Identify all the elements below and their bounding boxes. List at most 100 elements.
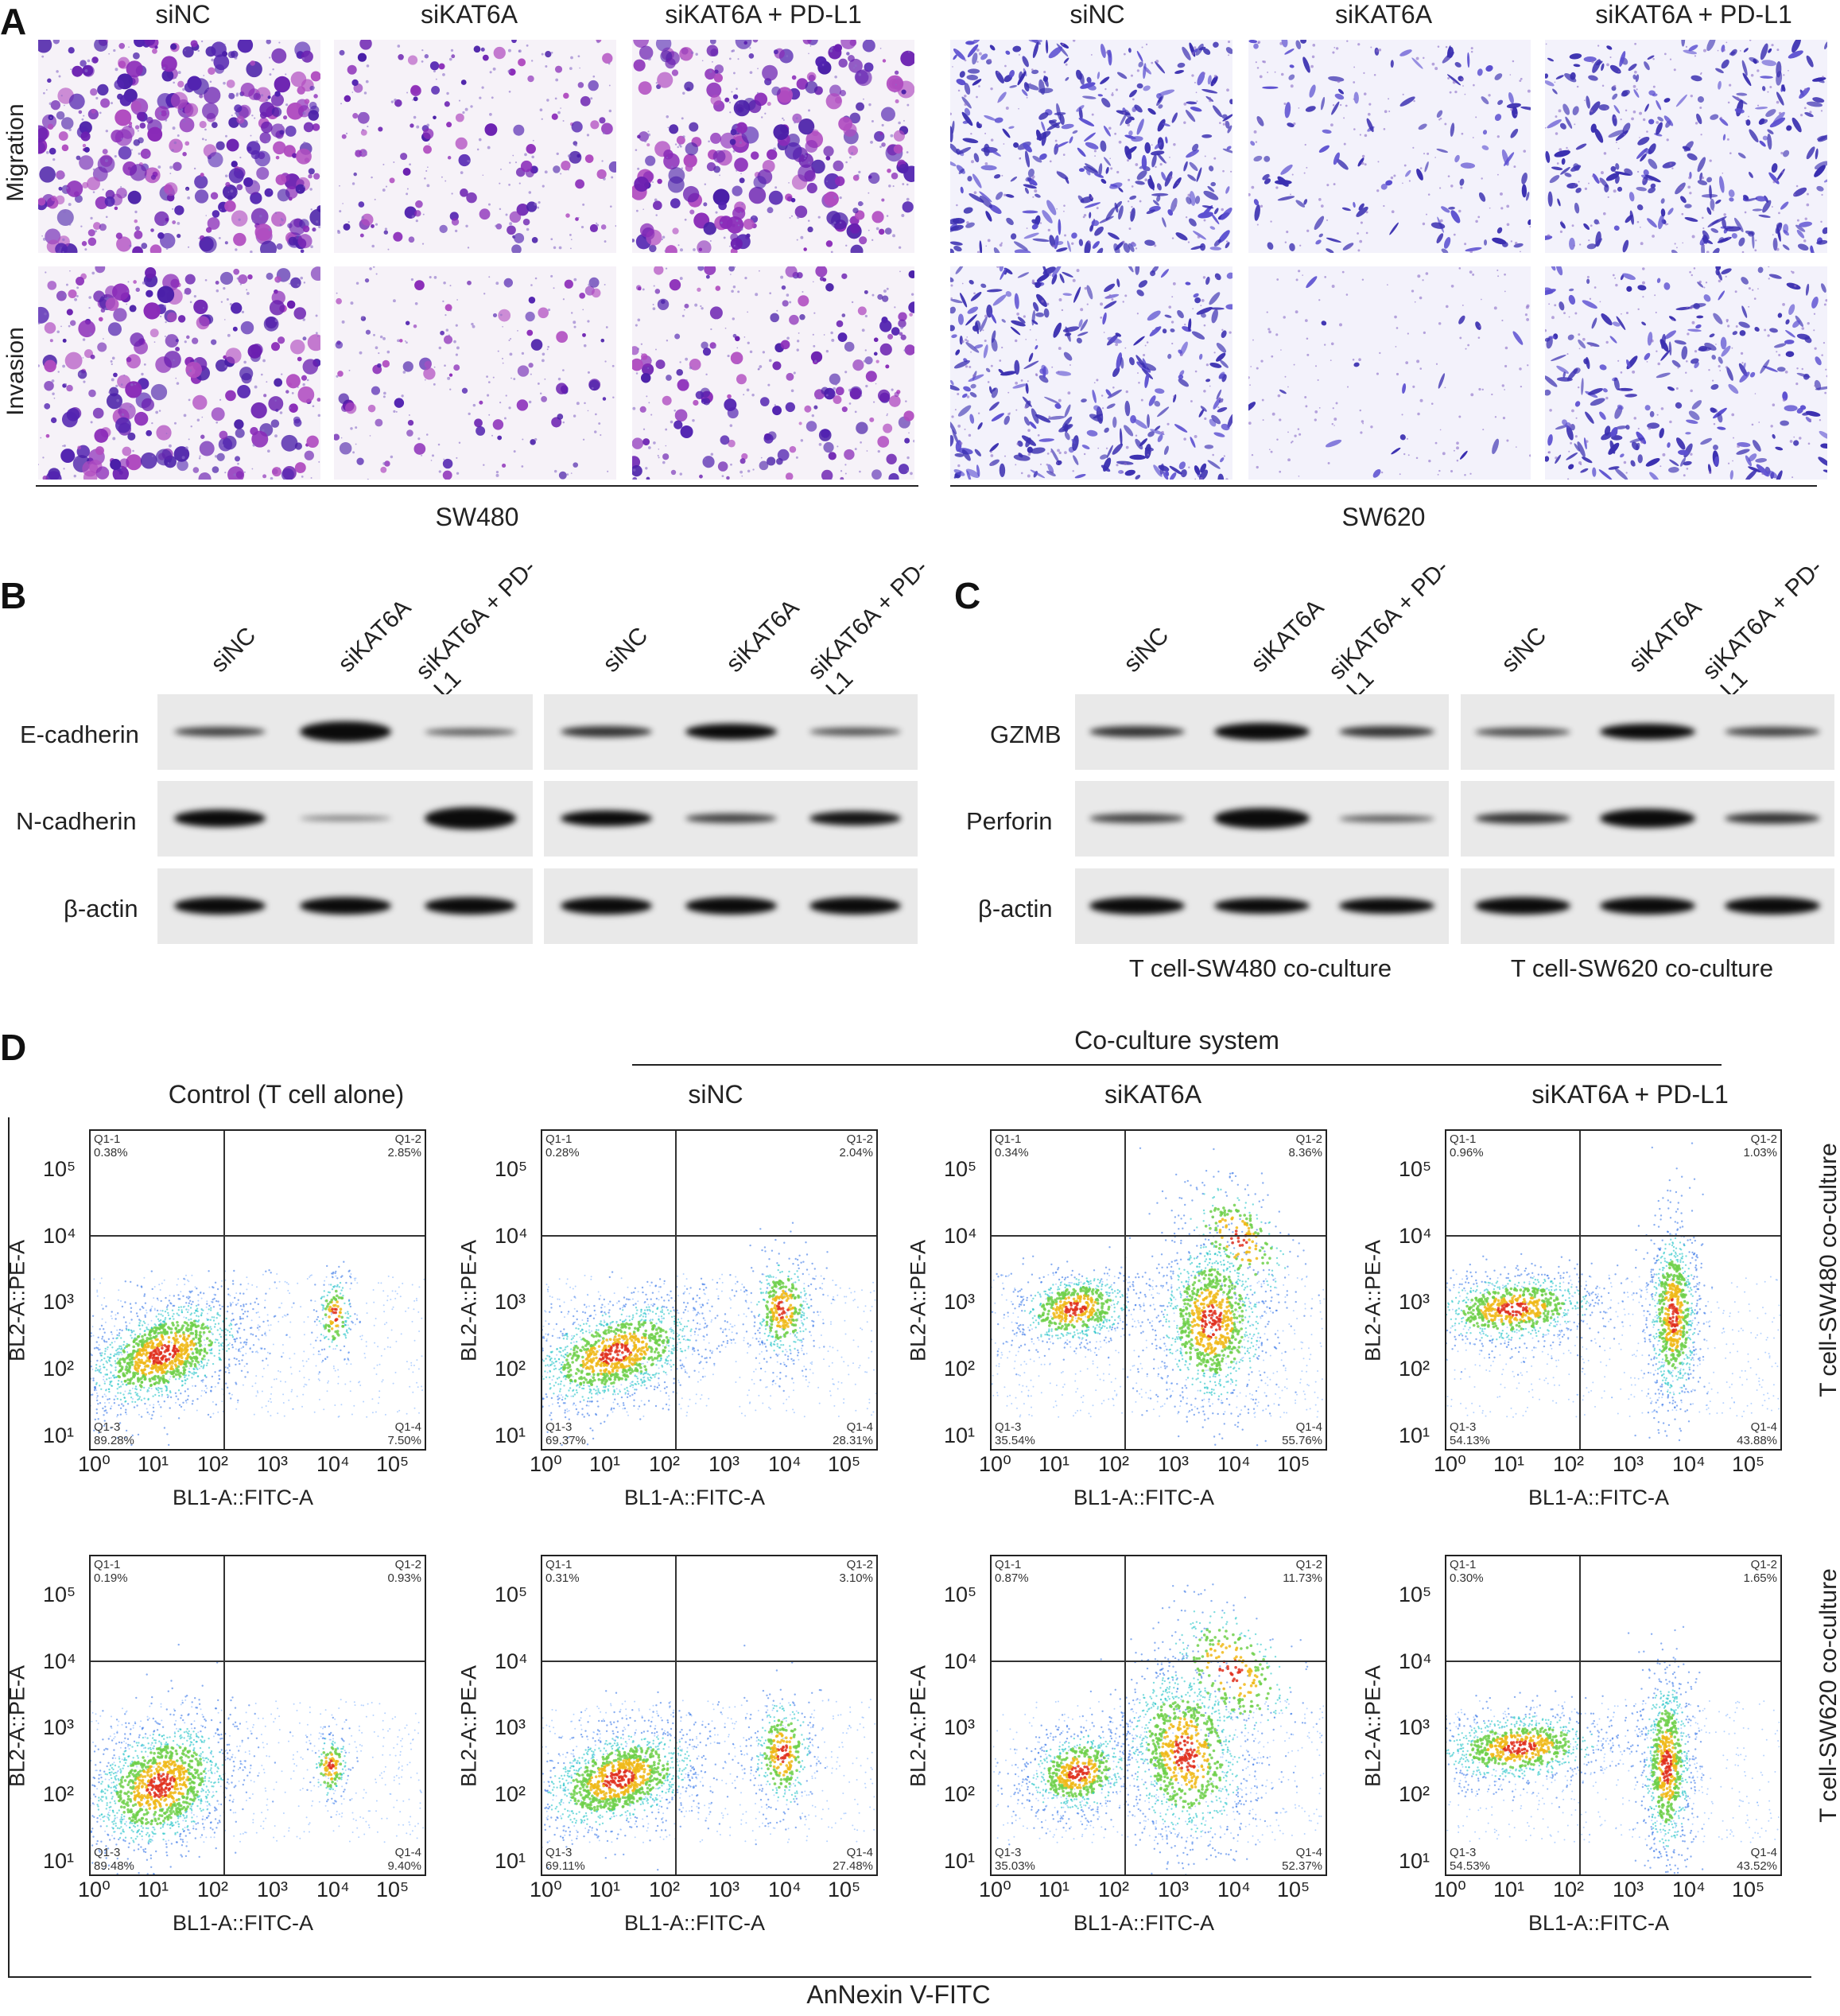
cell bbox=[646, 143, 650, 147]
cell bbox=[710, 95, 721, 106]
pore-speck bbox=[120, 138, 123, 140]
pore-speck bbox=[1706, 251, 1710, 253]
event-dot bbox=[381, 1381, 383, 1383]
cell bbox=[190, 40, 198, 48]
cell bbox=[635, 285, 642, 291]
pore-speck bbox=[681, 117, 684, 120]
c-band-0-1-1 bbox=[1214, 808, 1310, 829]
pore-speck bbox=[1172, 282, 1176, 286]
pore-speck bbox=[1139, 364, 1143, 367]
cell bbox=[1001, 319, 1006, 323]
event-dot bbox=[110, 1353, 112, 1356]
cell bbox=[1583, 437, 1587, 450]
event-dot bbox=[323, 1408, 325, 1411]
cell bbox=[898, 312, 907, 321]
cell bbox=[383, 230, 389, 235]
cell bbox=[1706, 207, 1712, 216]
pore-speck bbox=[371, 244, 375, 248]
pore-speck bbox=[875, 227, 879, 231]
cell bbox=[840, 476, 844, 480]
cell bbox=[1810, 245, 1814, 253]
event-dot bbox=[378, 1363, 381, 1365]
pore-speck bbox=[442, 300, 444, 303]
cell bbox=[993, 247, 1001, 253]
pore-speck bbox=[854, 410, 857, 414]
cell bbox=[564, 279, 573, 289]
pore-speck bbox=[817, 216, 821, 219]
a-row-migration: Migration bbox=[2, 81, 29, 224]
b-band-0-1-1 bbox=[299, 816, 391, 821]
cell bbox=[1717, 271, 1722, 281]
pore-speck bbox=[278, 41, 281, 44]
cell bbox=[81, 241, 87, 247]
pore-speck bbox=[315, 332, 318, 335]
cell bbox=[768, 190, 783, 205]
cell bbox=[1135, 181, 1145, 185]
pore-speck bbox=[1205, 363, 1209, 367]
pore-speck bbox=[1314, 418, 1317, 421]
pore-speck bbox=[508, 183, 510, 186]
cell bbox=[56, 290, 67, 301]
cell bbox=[1196, 307, 1213, 315]
pore-speck bbox=[514, 235, 517, 238]
pore-speck bbox=[269, 73, 272, 76]
pore-speck bbox=[1825, 299, 1827, 302]
pore-speck bbox=[1545, 328, 1547, 332]
pore-speck bbox=[397, 339, 400, 343]
cell bbox=[1496, 227, 1503, 234]
pore-speck bbox=[465, 224, 468, 228]
cell bbox=[1772, 433, 1776, 439]
pore-speck bbox=[130, 383, 134, 386]
pore-speck bbox=[1221, 400, 1224, 402]
cell bbox=[1776, 222, 1783, 228]
pore-speck bbox=[1076, 269, 1080, 273]
pore-speck bbox=[1251, 185, 1255, 189]
cell bbox=[1188, 318, 1192, 332]
pore-speck bbox=[719, 174, 721, 177]
event-dot bbox=[116, 1329, 118, 1331]
cell bbox=[250, 344, 263, 356]
cell bbox=[1200, 406, 1207, 412]
cell bbox=[1574, 443, 1580, 452]
cell bbox=[50, 417, 57, 424]
pore-speck bbox=[184, 340, 187, 344]
cell bbox=[1704, 342, 1717, 351]
pore-speck bbox=[612, 396, 615, 398]
pore-speck bbox=[1598, 180, 1601, 183]
pore-speck bbox=[844, 472, 847, 475]
event-dot bbox=[282, 1393, 285, 1396]
cell bbox=[1157, 434, 1163, 442]
cell bbox=[1771, 163, 1778, 173]
cell bbox=[76, 277, 85, 286]
pore-speck bbox=[1213, 83, 1215, 85]
cell bbox=[1795, 224, 1806, 232]
pore-speck bbox=[63, 468, 65, 470]
pore-speck bbox=[1514, 242, 1518, 245]
pore-speck bbox=[123, 374, 126, 376]
pore-speck bbox=[1279, 470, 1282, 473]
pore-speck bbox=[1702, 216, 1704, 219]
pore-speck bbox=[137, 130, 139, 132]
event-dot bbox=[243, 1365, 246, 1367]
pore-speck bbox=[1428, 460, 1431, 463]
cell bbox=[495, 223, 503, 230]
cell bbox=[741, 453, 748, 460]
event-dot bbox=[366, 1416, 368, 1418]
cell bbox=[1207, 75, 1212, 85]
pore-speck bbox=[1203, 390, 1206, 393]
pore-speck bbox=[539, 392, 542, 394]
cell bbox=[186, 335, 190, 340]
cell bbox=[1749, 129, 1759, 143]
pore-speck bbox=[1190, 153, 1194, 156]
pore-speck bbox=[870, 141, 873, 144]
pore-speck bbox=[431, 454, 435, 457]
pore-speck bbox=[652, 303, 654, 305]
cell bbox=[748, 53, 755, 59]
pore-speck bbox=[1725, 41, 1728, 44]
event-dot bbox=[298, 1370, 301, 1373]
pore-speck bbox=[246, 292, 250, 295]
pore-speck bbox=[438, 346, 442, 350]
pore-speck bbox=[1320, 204, 1324, 208]
pore-speck bbox=[447, 376, 451, 380]
pore-speck bbox=[458, 441, 461, 444]
